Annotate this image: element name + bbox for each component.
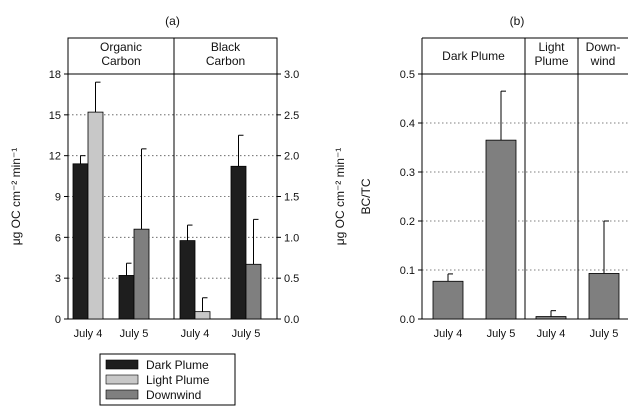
bar-downwind: [133, 228, 150, 320]
panel-a-left-tick-label: 3: [55, 273, 61, 285]
legend-swatch-downwind: [105, 389, 139, 400]
panel-a-group-header: Organic: [100, 40, 142, 54]
bar-dark-plume: [230, 165, 247, 320]
bar-dark-plume: [179, 240, 196, 320]
panel-a-x-tick-label: July 4: [74, 328, 103, 340]
panel-a-frame: [67, 37, 278, 320]
panel-b-tick-label: 0.5: [400, 69, 415, 81]
panel-a-right-tick-label: 0.0: [284, 314, 299, 326]
panel-b-group-header: Light: [538, 40, 565, 54]
panel-a-x-tick-label: July 5: [120, 328, 149, 340]
panel-a-label: (a): [165, 14, 180, 28]
panel-b-x-tick-label: July 4: [537, 328, 566, 340]
bar-light-plume: [194, 311, 211, 320]
bar-downwind: [245, 263, 262, 320]
panel-b-tick-label: 0.0: [400, 314, 415, 326]
panel-a-x-tick-label: July 4: [181, 328, 210, 340]
legend-swatch-dark-plume: [105, 359, 139, 370]
panel-b-x-tick-label: July 5: [487, 328, 516, 340]
panel-a-right-tick-label: 3.0: [284, 69, 299, 81]
bar-bc-tc: [588, 273, 620, 320]
bar-dark-plume: [118, 275, 135, 320]
bar-bc-tc: [432, 280, 464, 320]
panel-a-group-header: Carbon: [101, 54, 140, 68]
panel-a-left-tick-label: 6: [55, 232, 61, 244]
panel-a-group-header: Black: [211, 40, 241, 54]
panel-b-tick-label: 0.1: [400, 265, 415, 277]
panel-a-group-header: Carbon: [206, 54, 245, 68]
panel-a-left-tick-label: 15: [49, 110, 61, 122]
panel-b-x-tick-label: July 4: [434, 328, 463, 340]
panel-b-group-header: Down-: [586, 40, 621, 54]
panel-b-group-header: wind: [590, 54, 616, 68]
panel-a-left-tick-label: 9: [55, 192, 61, 204]
bar-light-plume: [87, 111, 104, 320]
panel-b-group-header: Plume: [534, 54, 568, 68]
panel-a-left-tick-label: 18: [49, 69, 61, 81]
panel-b-tick-label: 0.2: [400, 216, 415, 228]
legend-swatch-light-plume: [105, 374, 139, 385]
panel-b-ylabel: BC/TC: [359, 178, 373, 214]
panel-a-left-tick-label: 0: [55, 314, 61, 326]
panel-a-right-tick-label: 1.5: [284, 192, 299, 204]
panel-a-left-tick-label: 12: [49, 151, 61, 163]
legend-label-dark-plume: Dark Plume: [146, 358, 209, 372]
panel-a-left-ylabel: μg OC cm⁻² min⁻¹: [9, 148, 23, 246]
panel-a-x-tick-label: July 5: [232, 328, 261, 340]
panel-a-right-tick-label: 2.0: [284, 151, 299, 163]
panel-b-tick-label: 0.3: [400, 167, 415, 179]
panel-b-group-header: Dark Plume: [442, 49, 505, 63]
panel-b-label: (b): [510, 14, 525, 28]
panel-b-x-tick-label: July 5: [590, 328, 619, 340]
panel-b-tick-label: 0.4: [400, 118, 415, 130]
bar-dark-plume: [72, 163, 89, 320]
bar-bc-tc: [485, 139, 517, 320]
panel-a-right-tick-label: 2.5: [284, 110, 299, 122]
panel-a-right-ylabel: μg OC cm⁻² min⁻¹: [333, 148, 347, 246]
legend-label-light-plume: Light Plume: [146, 373, 210, 387]
panel-a-right-tick-label: 0.5: [284, 273, 299, 285]
bar-bc-tc: [535, 316, 567, 320]
panel-a-right-tick-label: 1.0: [284, 232, 299, 244]
legend-label-downwind: Downwind: [146, 388, 201, 402]
